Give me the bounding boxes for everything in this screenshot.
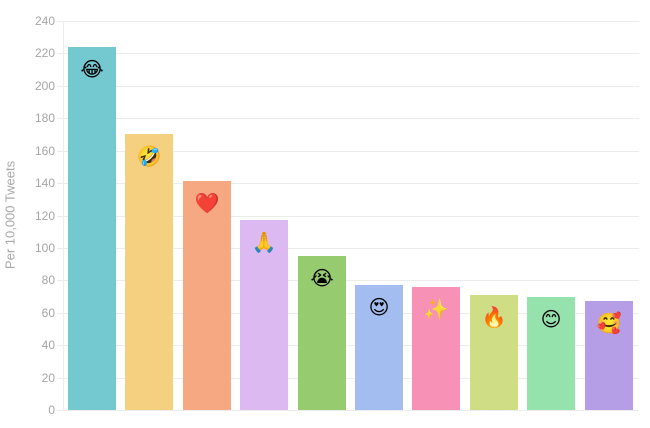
y-tick-label: 140 bbox=[34, 176, 55, 191]
gridline bbox=[57, 280, 639, 281]
bar-sparkles[interactable]: ✨ bbox=[412, 286, 460, 410]
gridline bbox=[57, 248, 639, 249]
gridline bbox=[57, 313, 639, 314]
sparkles-icon: ✨ bbox=[423, 298, 449, 321]
y-axis-title: Per 10,000 Tweets bbox=[0, 0, 20, 428]
fire-icon: 🔥 bbox=[481, 306, 507, 329]
gridline bbox=[57, 118, 639, 119]
gridline bbox=[57, 53, 639, 54]
y-tick-label: 40 bbox=[41, 338, 55, 353]
bar-loudly-crying-face[interactable]: 😭 bbox=[298, 256, 346, 410]
gridline bbox=[57, 21, 639, 22]
y-tick-label: 180 bbox=[34, 111, 55, 126]
bar-smiling-face-with-smiling-eyes[interactable]: 😊 bbox=[527, 296, 575, 410]
y-tick-label: 0 bbox=[48, 403, 55, 417]
bar-smiling-face-with-heart-eyes[interactable]: 😍 bbox=[355, 285, 403, 410]
smiling-face-with-smiling-eyes-icon: 😊 bbox=[540, 308, 562, 331]
y-axis-line bbox=[63, 21, 64, 411]
gridline bbox=[57, 151, 639, 152]
red-heart-icon: ❤️ bbox=[194, 193, 220, 216]
y-axis-title-text: Per 10,000 Tweets bbox=[2, 160, 18, 270]
gridline bbox=[57, 183, 639, 184]
y-tick-label: 240 bbox=[34, 14, 55, 28]
gridline bbox=[57, 410, 639, 411]
gridline bbox=[57, 345, 639, 346]
bar-smiling-face-with-hearts[interactable]: 🥰 bbox=[585, 301, 633, 410]
y-tick-label: 100 bbox=[34, 240, 55, 255]
y-tick-label: 80 bbox=[41, 273, 55, 288]
face-with-tears-of-joy-icon: 😂 bbox=[80, 58, 104, 81]
folded-hands-icon: 🙏 bbox=[251, 232, 277, 255]
smiling-face-with-heart-eyes-icon: 😍 bbox=[368, 297, 390, 320]
bar-folded-hands[interactable]: 🙏 bbox=[240, 220, 288, 410]
y-tick-label: 160 bbox=[34, 143, 55, 158]
bar-rolling-on-the-floor-laughing[interactable]: 🤣 bbox=[125, 134, 173, 410]
rolling-on-the-floor-laughing-icon: 🤣 bbox=[136, 146, 162, 169]
y-tick-label: 120 bbox=[34, 208, 55, 223]
gridline bbox=[57, 216, 639, 217]
y-tick-label: 60 bbox=[41, 305, 55, 320]
loudly-crying-face-icon: 😭 bbox=[310, 268, 334, 291]
smiling-face-with-hearts-icon: 🥰 bbox=[596, 313, 622, 336]
y-tick-label: 20 bbox=[41, 370, 55, 385]
gridline bbox=[57, 86, 639, 87]
bar-red-heart[interactable]: ❤️ bbox=[183, 181, 231, 410]
y-tick-label: 200 bbox=[34, 78, 55, 93]
bar-fire[interactable]: 🔥 bbox=[470, 294, 518, 410]
y-tick-label: 220 bbox=[34, 46, 55, 61]
gridline bbox=[57, 378, 639, 379]
bar-face-with-tears-of-joy[interactable]: 😂 bbox=[68, 46, 116, 410]
